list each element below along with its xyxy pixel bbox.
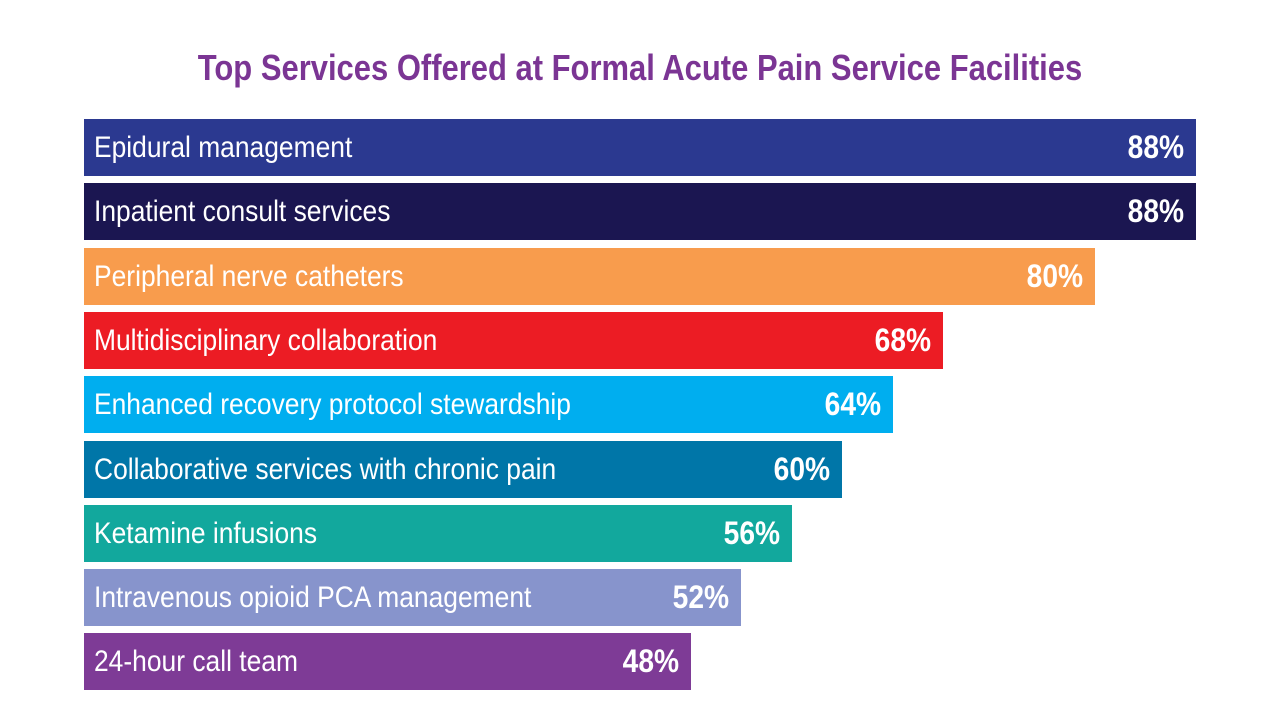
bar-value-label: 56% [723,515,780,551]
bar-label: Collaborative services with chronic pain [94,453,557,486]
bar-6: Collaborative services with chronic pain… [84,441,842,498]
bar-4: Multidisciplinary collaboration 68% [84,312,943,369]
bar-label: Epidural management [94,131,353,164]
bar-value-label: 68% [874,322,931,358]
bar-8: Intravenous opioid PCA management 52% [84,569,741,626]
bar-2: Inpatient consult services 88% [84,183,1196,240]
bar-value-label: 88% [1127,193,1184,229]
bar-label: Enhanced recovery protocol stewardship [94,388,571,421]
bar-7: Ketamine infusions 56% [84,505,792,562]
bar-value-label: 52% [672,579,729,615]
bar-label: Inpatient consult services [94,195,391,228]
bar-label: Multidisciplinary collaboration [94,324,438,357]
bar-chart: Epidural management 88% Inpatient consult … [84,119,1196,691]
bar-label: Peripheral nerve catheters [94,260,404,293]
bar-9: 24-hour call team 48% [84,633,691,690]
bar-label: Ketamine infusions [94,517,318,550]
bar-1: Epidural management 88% [84,119,1196,176]
bar-value-label: 88% [1127,129,1184,165]
bar-label: Intravenous opioid PCA management [94,581,532,614]
bar-value-label: 48% [622,643,679,679]
bar-5: Enhanced recovery protocol stewardship 64… [84,376,893,433]
bar-label: 24-hour call team [94,645,298,678]
chart-title: Top Services Offered at Formal Acute Pai… [197,47,1083,88]
bar-value-label: 80% [1026,258,1083,294]
bar-3: Peripheral nerve catheters 80% [84,248,1095,305]
bar-value-label: 60% [773,451,830,487]
bar-value-label: 64% [824,386,881,422]
